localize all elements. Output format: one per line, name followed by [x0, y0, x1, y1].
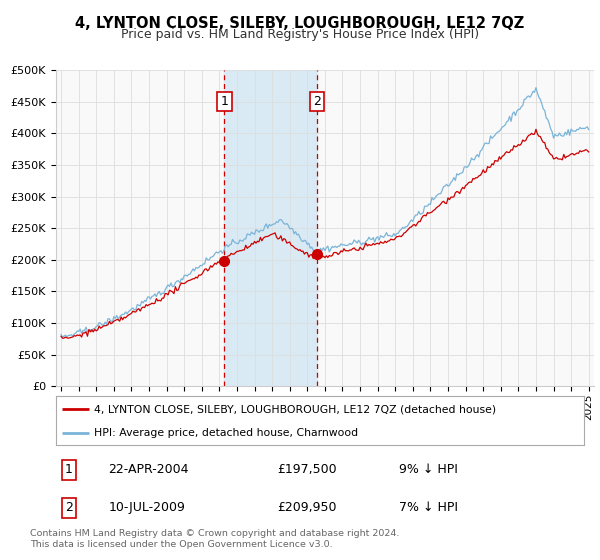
Text: 1: 1: [221, 95, 229, 108]
Text: £197,500: £197,500: [278, 463, 337, 477]
Text: 4, LYNTON CLOSE, SILEBY, LOUGHBOROUGH, LE12 7QZ (detached house): 4, LYNTON CLOSE, SILEBY, LOUGHBOROUGH, L…: [94, 404, 496, 414]
Text: 2: 2: [65, 501, 73, 515]
Text: Price paid vs. HM Land Registry's House Price Index (HPI): Price paid vs. HM Land Registry's House …: [121, 28, 479, 41]
Text: 2: 2: [313, 95, 321, 108]
Bar: [224, 70, 317, 386]
Text: 9% ↓ HPI: 9% ↓ HPI: [399, 463, 458, 477]
Text: Contains HM Land Registry data © Crown copyright and database right 2024.
This d: Contains HM Land Registry data © Crown c…: [30, 529, 400, 549]
Text: 22-APR-2004: 22-APR-2004: [109, 463, 189, 477]
Text: 1: 1: [65, 463, 73, 477]
Text: 7% ↓ HPI: 7% ↓ HPI: [399, 501, 458, 515]
Text: 4, LYNTON CLOSE, SILEBY, LOUGHBOROUGH, LE12 7QZ: 4, LYNTON CLOSE, SILEBY, LOUGHBOROUGH, L…: [76, 16, 524, 31]
Text: HPI: Average price, detached house, Charnwood: HPI: Average price, detached house, Char…: [94, 428, 358, 438]
Text: £209,950: £209,950: [278, 501, 337, 515]
Text: 10-JUL-2009: 10-JUL-2009: [109, 501, 185, 515]
